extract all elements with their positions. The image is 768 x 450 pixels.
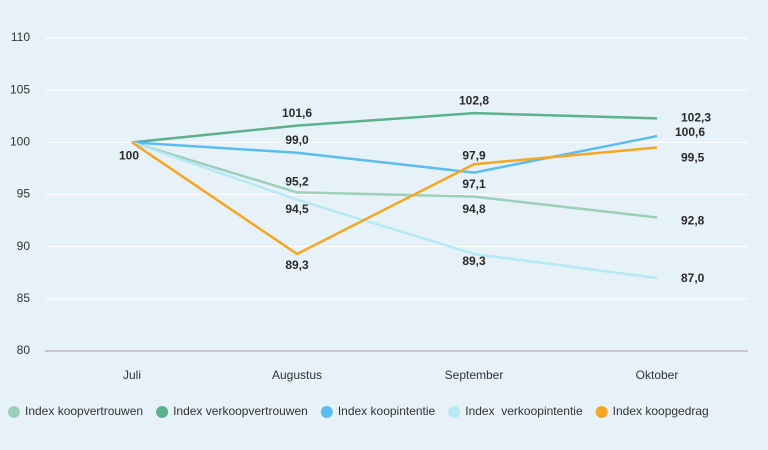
x-tick-label: Augustus [272,368,322,382]
value-label: 102,8 [459,93,489,107]
series-line [131,134,658,174]
y-tick-label: 90 [17,239,31,253]
legend-marker [320,406,333,418]
y-tick-label: 95 [17,187,31,201]
value-label: 99,5 [681,151,705,165]
legend-label: Index koopvertrouwen [25,404,143,418]
value-label: 100 [119,149,139,163]
y-tick-label: 80 [17,343,31,357]
legend-marker [8,406,20,418]
value-label: 100,6 [675,125,705,139]
value-label: 95,2 [285,175,309,189]
value-label: 92,8 [681,214,705,228]
value-label: 89,3 [462,254,486,268]
y-tick-label: 85 [17,291,31,305]
y-tick-label: 105 [10,82,30,96]
legend-marker [595,406,608,418]
series-line [131,141,658,280]
legend-marker [156,406,169,418]
legend-label: Index koopgedrag [613,404,709,418]
series-line [131,141,658,256]
value-label: 102,3 [681,111,711,125]
x-tick-label: Oktober [636,368,679,382]
value-label: 89,3 [285,258,309,272]
series-line [131,141,658,219]
value-label: 99,0 [285,133,309,147]
value-label: 97,9 [462,148,486,162]
y-tick-label: 100 [10,135,30,149]
value-label: 97,1 [462,177,486,191]
value-label: 94,5 [285,202,309,216]
legend-label: Index verkoopintentie [465,404,583,418]
legend-label: Index verkoopvertrouwen [173,404,308,418]
legend-marker [448,406,461,418]
legend-label: Index koopintentie [338,404,436,418]
x-tick-label: Juli [123,368,141,382]
value-label: 101,6 [282,106,312,120]
value-label: 87,0 [681,271,705,285]
series-line [131,111,658,144]
x-tick-label: September [445,368,504,382]
value-label: 94,8 [462,202,486,216]
y-tick-label: 110 [11,30,30,44]
